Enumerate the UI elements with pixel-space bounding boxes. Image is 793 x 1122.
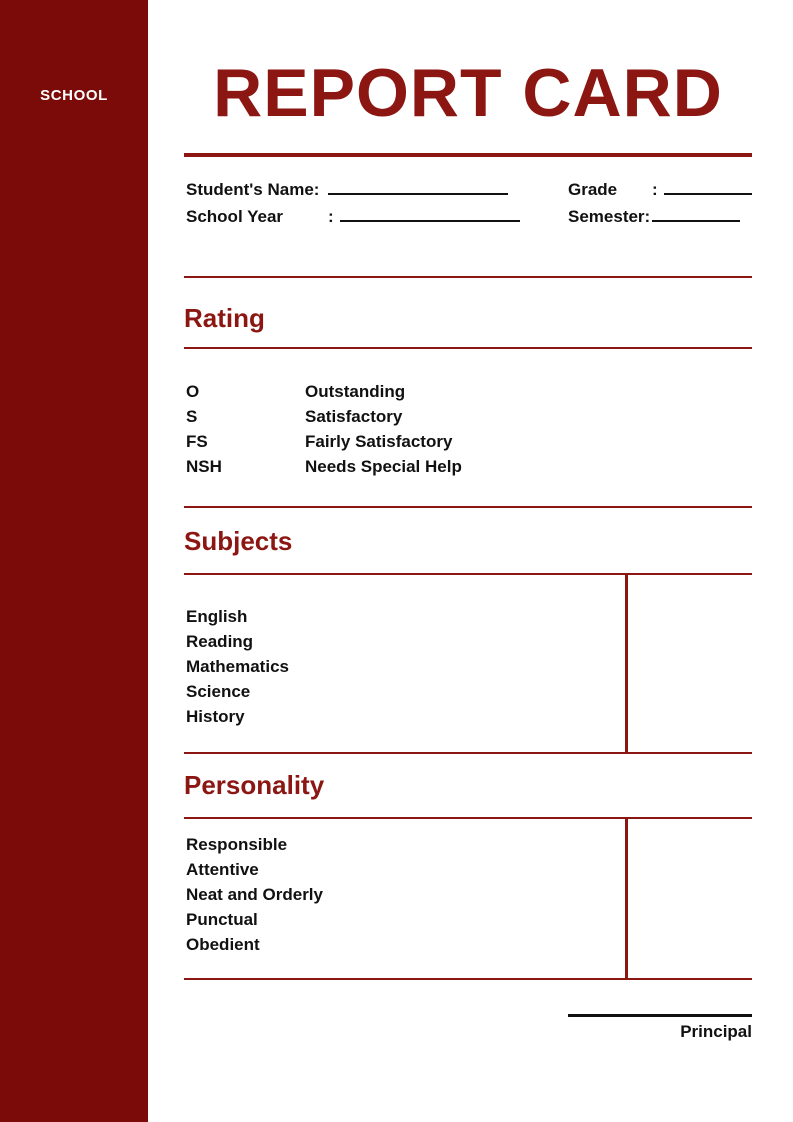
subjects-list: English Reading Mathematics Science Hist…: [186, 604, 606, 729]
student-name-input[interactable]: [328, 180, 508, 195]
personality-grade-cell[interactable]: [634, 857, 752, 882]
rating-heading: Rating: [184, 303, 265, 333]
personality-list: Responsible Attentive Neat and Orderly P…: [186, 832, 606, 957]
rating-row: S Satisfactory: [186, 407, 752, 432]
school-year-field[interactable]: School Year :: [186, 207, 568, 227]
subject-grade-cell[interactable]: [634, 704, 752, 729]
principal-signature-line[interactable]: [568, 1014, 752, 1017]
table-row: Responsible: [186, 835, 288, 854]
personality-grade-cell[interactable]: [634, 932, 752, 957]
grade-field[interactable]: Grade :: [568, 180, 752, 200]
table-row: Neat and Orderly: [186, 885, 323, 904]
rating-legend: O Outstanding S Satisfactory FS Fairly S…: [186, 382, 752, 482]
table-row: Reading: [186, 632, 254, 651]
rating-top-divider: [184, 276, 752, 278]
rating-description: Satisfactory: [305, 407, 403, 426]
school-year-input[interactable]: [339, 207, 520, 222]
personality-grade-cell[interactable]: [634, 882, 752, 907]
title-divider: [184, 153, 752, 157]
rating-description: Outstanding: [305, 382, 406, 401]
rating-row: NSH Needs Special Help: [186, 457, 752, 482]
rating-description: Fairly Satisfactory: [305, 432, 453, 451]
table-row: Mathematics: [186, 657, 289, 676]
personality-grade-cell[interactable]: [634, 907, 752, 932]
table-row: English: [186, 607, 248, 626]
personality-column-divider: [625, 819, 628, 978]
rating-code: NSH: [186, 457, 222, 476]
rating-row: O Outstanding: [186, 382, 752, 407]
rating-row: FS Fairly Satisfactory: [186, 432, 752, 457]
school-name-label: SCHOOL: [40, 87, 108, 104]
table-row: Science: [186, 682, 251, 701]
personality-grades-column[interactable]: [634, 832, 752, 957]
student-name-field[interactable]: Student's Name:: [186, 180, 568, 200]
school-year-colon: :: [328, 207, 334, 226]
table-row: Punctual: [186, 910, 258, 929]
table-row: Attentive: [186, 860, 259, 879]
school-year-label: School Year: [186, 207, 284, 226]
personality-table-top-border: [184, 817, 752, 819]
semester-input[interactable]: [652, 207, 740, 222]
subjects-heading: Subjects: [184, 526, 293, 556]
page-title: REPORT CARD: [213, 55, 723, 131]
grade-input[interactable]: [663, 180, 752, 195]
semester-field[interactable]: Semester:: [568, 207, 752, 227]
subject-grade-cell[interactable]: [634, 604, 752, 629]
rating-bottom-divider: [184, 347, 752, 349]
personality-table-bottom-border: [184, 978, 752, 980]
personality-grade-cell[interactable]: [634, 832, 752, 857]
semester-label: Semester:: [568, 207, 651, 226]
subject-grade-cell[interactable]: [634, 629, 752, 654]
sidebar: SCHOOL: [0, 0, 148, 1122]
rating-code: O: [186, 382, 200, 401]
subject-grade-cell[interactable]: [634, 679, 752, 704]
document-content: REPORT CARD Student's Name: Grade : Scho…: [184, 0, 752, 1122]
student-name-label: Student's Name:: [186, 180, 320, 199]
rating-code: FS: [186, 432, 208, 451]
subject-grade-cell[interactable]: [634, 654, 752, 679]
subjects-table-bottom-border: [184, 752, 752, 754]
rating-code: S: [186, 407, 198, 426]
student-info-row-2: School Year : Semester:: [186, 207, 752, 234]
personality-heading: Personality: [184, 770, 325, 800]
subjects-table: English Reading Mathematics Science Hist…: [184, 575, 752, 752]
student-info-fields: Student's Name: Grade : School Year : Se…: [186, 180, 752, 234]
subjects-grades-column[interactable]: [634, 604, 752, 729]
grade-colon: :: [652, 180, 658, 199]
table-row: Obedient: [186, 935, 260, 954]
principal-label: Principal: [680, 1022, 752, 1041]
subjects-table-top-border: [184, 573, 752, 575]
grade-label: Grade: [568, 180, 618, 199]
subjects-column-divider: [625, 575, 628, 752]
personality-table: Responsible Attentive Neat and Orderly P…: [184, 819, 752, 978]
subjects-top-divider: [184, 506, 752, 508]
table-row: History: [186, 707, 245, 726]
rating-description: Needs Special Help: [305, 457, 462, 476]
student-info-row-1: Student's Name: Grade :: [186, 180, 752, 207]
